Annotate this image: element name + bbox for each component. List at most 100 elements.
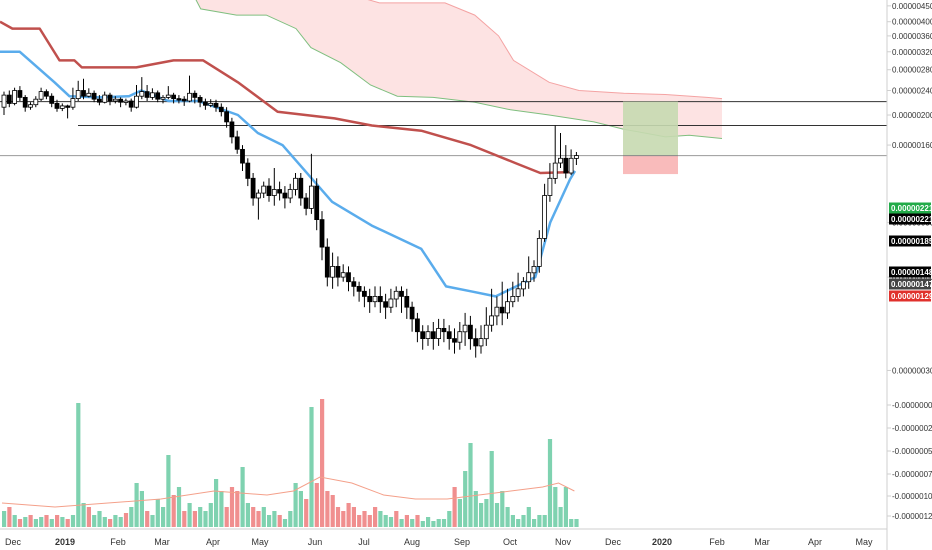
candle-body: [277, 189, 283, 194]
candle-body: [123, 100, 129, 103]
volume-bar: [123, 513, 129, 527]
candle: [399, 286, 404, 313]
candle-body: [97, 98, 102, 103]
candle: [494, 296, 500, 326]
price-badge[interactable]: 0.00000185: [889, 235, 932, 247]
volume-bar: [219, 491, 224, 527]
volume-bar: [452, 487, 457, 527]
candle: [229, 117, 235, 144]
candle: [65, 104, 70, 119]
volume-tick-label: -0.00000050: [892, 447, 932, 456]
price-badge[interactable]: 0.00000129: [889, 290, 932, 302]
candle-body: [478, 338, 484, 347]
volume-bar: [44, 515, 49, 527]
volume-bar: [394, 511, 399, 527]
candle-body: [483, 324, 489, 340]
volume-bar: [510, 515, 515, 527]
candle: [314, 178, 320, 231]
volume-bar: [516, 519, 521, 527]
time-tick-label: Apr: [808, 537, 822, 547]
volume-bar: [447, 511, 452, 527]
candle-body: [261, 185, 267, 194]
candle: [49, 93, 55, 108]
candle-body: [467, 324, 473, 340]
price-tick-label: 0.00000280: [892, 66, 932, 75]
long-position-tool[interactable]: [623, 101, 678, 175]
candle: [383, 293, 389, 319]
volume-bar: [49, 519, 54, 527]
candle: [409, 301, 415, 332]
candle: [155, 90, 161, 103]
candle-body: [81, 90, 86, 97]
candle: [266, 178, 272, 202]
candle: [377, 286, 383, 313]
volume-tick-label: -0.00000000: [892, 401, 932, 410]
candle: [414, 312, 420, 343]
volume-bar: [277, 515, 282, 527]
candle: [340, 264, 346, 282]
volume-bar: [410, 519, 415, 527]
loss-zone[interactable]: [623, 155, 678, 175]
candle: [234, 130, 240, 154]
candle-body: [12, 90, 18, 104]
volume-bar: [60, 517, 65, 527]
volume-bar: [288, 511, 293, 527]
candle: [187, 75, 192, 103]
price-badge[interactable]: 0.00000147: [889, 278, 932, 290]
candle: [112, 96, 118, 104]
candle-body: [6, 94, 12, 104]
candle-body: [91, 92, 97, 100]
candle: [134, 85, 139, 109]
candle-body: [112, 98, 118, 102]
profit-zone[interactable]: [623, 101, 678, 156]
candle-body: [324, 246, 330, 278]
candle: [372, 286, 378, 308]
candle: [91, 90, 97, 103]
time-tick-label: Jul: [358, 537, 370, 547]
candle: [356, 281, 362, 302]
price-tick-label: 0.00000450: [892, 2, 932, 11]
volume-bar: [431, 521, 436, 527]
price-badge[interactable]: 0.00000221: [889, 202, 932, 214]
price-badge[interactable]: 0.00000148: [889, 266, 932, 278]
volume-tick-label: -0.00000075: [892, 470, 932, 479]
candle-body: [558, 157, 563, 164]
volume-bar: [7, 507, 12, 527]
time-tick-label: Feb: [110, 537, 126, 547]
candle: [563, 145, 569, 179]
candle: [202, 98, 208, 110]
candle-body: [388, 298, 394, 308]
price-badge[interactable]: 0.00000221: [889, 213, 932, 225]
candle-body: [65, 105, 70, 108]
candle-body: [340, 272, 346, 278]
candle: [245, 158, 251, 187]
candle: [568, 149, 574, 176]
candle-body: [155, 92, 161, 100]
volume-bar: [521, 515, 526, 527]
volume-bar: [192, 511, 197, 527]
price-badge-label: 0.00000148: [891, 268, 932, 277]
candle: [558, 133, 563, 168]
candle-body: [568, 157, 574, 174]
candle-body: [171, 94, 177, 99]
candle-body: [314, 185, 320, 221]
candle: [452, 328, 457, 354]
candle: [473, 328, 479, 358]
candle: [467, 315, 473, 350]
candle: [255, 189, 261, 220]
candle: [271, 168, 277, 206]
volume-bar: [473, 491, 478, 527]
volume-bar: [569, 519, 574, 527]
candle-body: [218, 106, 224, 113]
candle: [12, 87, 18, 106]
cloud-upper-edge: [367, 0, 723, 100]
volume-tick-label: -0.00000025: [892, 424, 932, 433]
time-tick-label: Aug: [404, 537, 420, 547]
time-tick-label: May: [251, 537, 269, 547]
candle-body: [86, 92, 92, 97]
price-badge-label: 0.00000147: [891, 280, 932, 289]
candle: [28, 102, 33, 110]
horizontal-lines[interactable]: [0, 101, 887, 157]
